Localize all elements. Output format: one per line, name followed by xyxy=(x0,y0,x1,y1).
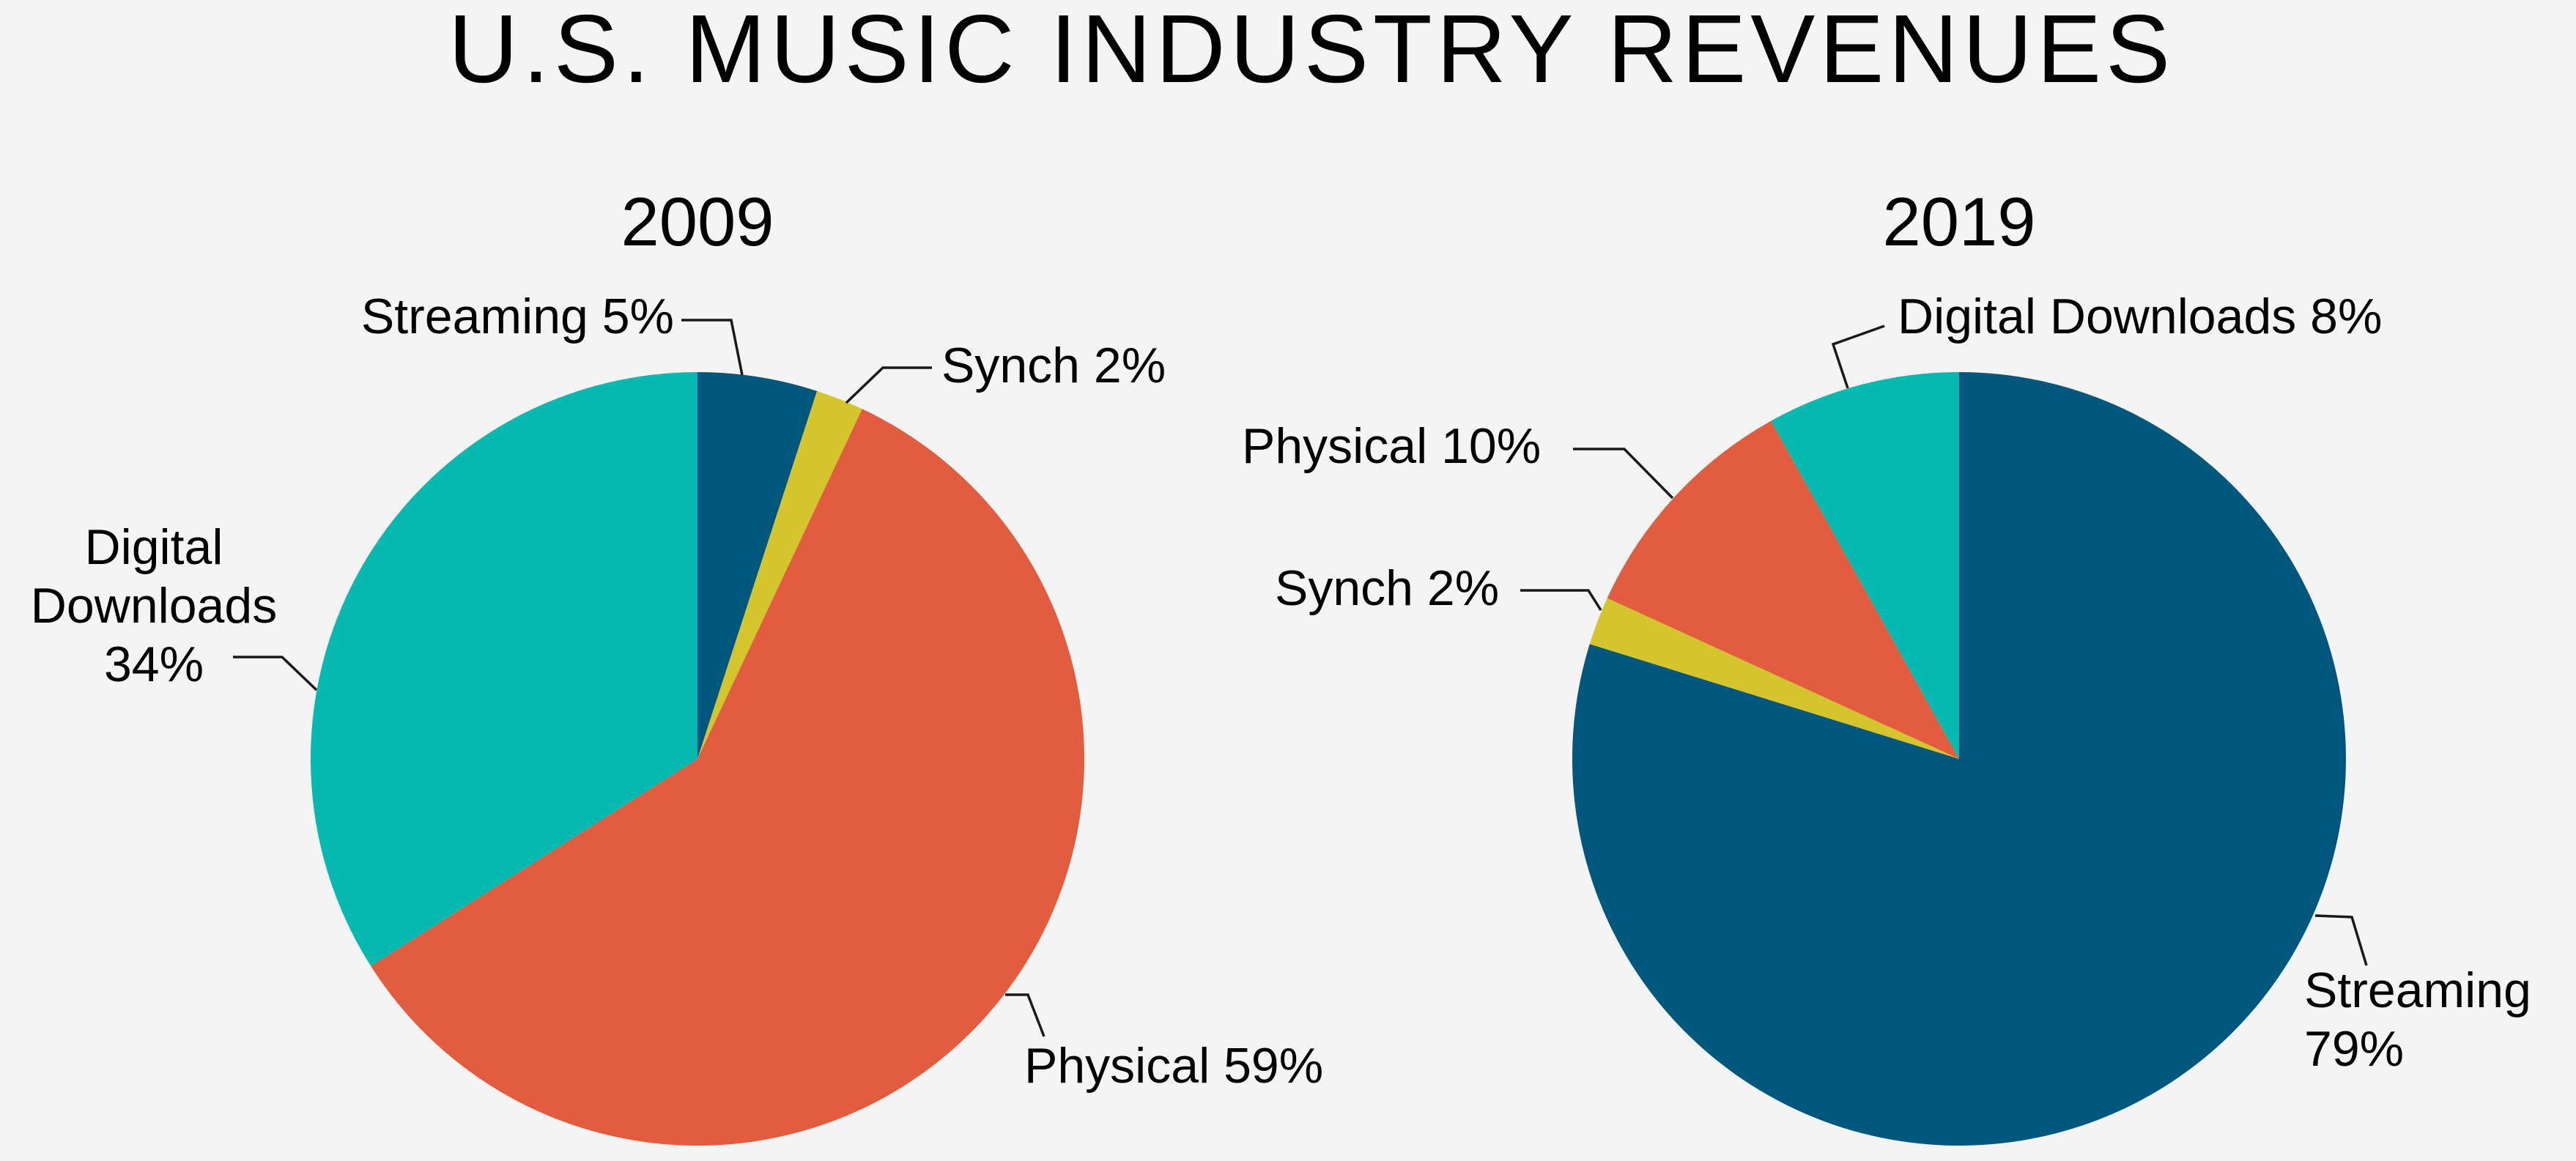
pie-2009-label-physical: Physical 59% xyxy=(1024,1038,1323,1094)
pie-2009-label-digital-downloads: Digital Downloads 34% xyxy=(31,519,277,692)
pie-2009-leader-physical xyxy=(1005,993,1045,1037)
pie-2019-label-synch: Synch 2% xyxy=(1275,560,1499,616)
pie-2019-title: 2019 xyxy=(1882,183,2035,260)
pie-2019-slice-digital-downloads xyxy=(1771,372,1959,759)
pie-2019-leader-physical xyxy=(1573,448,1674,500)
pie-2009-slice-streaming xyxy=(697,372,818,759)
pie-2009: 2009 Streaming 5% Synch 2% Physical 59% Dig… xyxy=(31,183,1323,1146)
pie-2019: 2019 Streaming 79% Synch 2% Physical 10% Dig… xyxy=(1242,183,2531,1146)
pie-2009-slice-physical xyxy=(371,409,1084,1146)
pie-2019-label-streaming: Streaming 79% xyxy=(2304,962,2531,1077)
pie-2019-leader-digital-downloads xyxy=(1831,324,1885,389)
pie-2009-slice-digital-downloads xyxy=(311,372,698,966)
pie-2019-label-physical: Physical 10% xyxy=(1242,418,1541,474)
pie-2009-slice-synch xyxy=(697,390,862,759)
pie-2009-title: 2009 xyxy=(621,183,774,260)
pie-2019-leader-synch xyxy=(1520,589,1602,611)
chart-title: U.S. MUSIC INDUSTRY REVENUES xyxy=(448,0,2175,103)
pie-2009-label-synch: Synch 2% xyxy=(941,338,1166,393)
pie-2009-leader-streaming xyxy=(681,319,744,376)
pie-2019-leader-streaming xyxy=(2314,914,2368,966)
pie-2009-leader-synch xyxy=(845,366,932,404)
pie-2009-label-streaming: Streaming 5% xyxy=(361,289,674,344)
pie-2019-slice-synch xyxy=(1589,598,1959,759)
pie-2019-slice-physical xyxy=(1607,420,1959,759)
pie-2009-leader-digital-downloads xyxy=(233,656,318,691)
pie-2019-label-digital-downloads: Digital Downloads 8% xyxy=(1898,289,2382,344)
